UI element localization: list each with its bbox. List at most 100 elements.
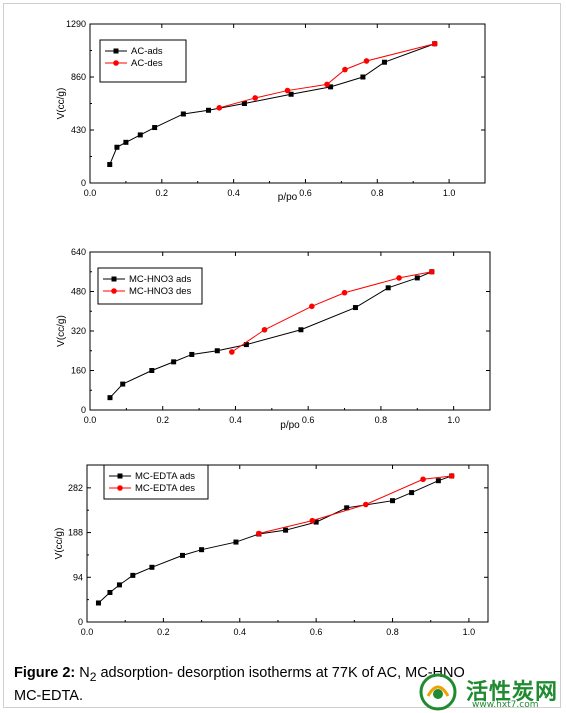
data-point	[261, 326, 268, 333]
x-axis-label: p/po	[280, 420, 300, 431]
data-point	[309, 303, 315, 310]
data-point	[179, 552, 185, 558]
legend-marker	[117, 485, 123, 491]
data-point	[130, 572, 136, 578]
legend-marker	[111, 276, 117, 282]
y-tick-label: 0	[81, 405, 86, 415]
watermark-text: 活性炭网	[466, 680, 559, 705]
y-tick-label: 0	[78, 617, 83, 627]
x-tick-label: 0.2	[156, 415, 169, 425]
data-point	[309, 517, 316, 524]
y-axis-label: V(cc/g)	[54, 528, 65, 560]
data-point	[241, 101, 247, 106]
data-point	[243, 342, 249, 348]
data-point	[390, 498, 396, 504]
data-point	[256, 530, 262, 537]
caption-line2: MC-EDTA.	[14, 687, 84, 704]
x-tick-label: 0.4	[229, 415, 242, 425]
data-point	[414, 275, 420, 281]
figure-frame	[3, 3, 561, 708]
data-point	[435, 478, 441, 484]
data-point	[214, 348, 220, 354]
x-tick-label: 0.4	[227, 188, 240, 198]
legend-box	[103, 464, 209, 500]
data-point	[114, 144, 120, 150]
data-point	[137, 132, 143, 138]
caption-label: Figure 2:	[14, 665, 76, 681]
y-tick-label: 0	[81, 178, 86, 188]
data-point	[116, 582, 122, 588]
x-tick-label: 0.6	[310, 627, 323, 637]
data-point	[342, 66, 348, 73]
legend-marker	[113, 48, 119, 54]
chart-mc-hno3: 0.0 0.2 0.4 0.6 0.8 1.0 0 160 320 480 640 p/po V(cc/…	[56, 247, 491, 431]
watermark-logo-icon	[419, 673, 457, 711]
x-tick-label: 0.0	[84, 415, 97, 425]
legend-label: MC-HNO3 ads	[129, 274, 192, 285]
data-point	[189, 351, 195, 357]
data-point	[149, 564, 155, 570]
chart-mc-edta: 0.0 0.2 0.4 0.6 0.8 1.0 0 94 188 282 V(cc/g) MC-EDT…	[54, 464, 489, 637]
legend-box	[97, 267, 203, 305]
data-point	[341, 289, 348, 296]
x-tick-label: 0.0	[81, 627, 94, 637]
x-tick-label: 0.8	[386, 627, 399, 637]
series-line	[219, 43, 435, 109]
x-tick-label: 1.0	[447, 415, 460, 425]
data-point	[381, 59, 387, 65]
data-point	[199, 547, 205, 553]
data-point	[431, 40, 438, 47]
data-point	[252, 95, 258, 101]
y-tick-label: 860	[71, 72, 86, 82]
legend-label: MC-EDTA des	[135, 483, 195, 494]
data-point	[152, 125, 158, 131]
data-point	[313, 519, 319, 525]
y-tick-label: 1290	[66, 19, 86, 29]
data-point	[216, 105, 223, 111]
y-tick-label: 188	[68, 528, 83, 538]
data-point	[206, 107, 211, 113]
data-point	[409, 490, 415, 496]
data-point	[171, 359, 177, 365]
x-tick-label: 0.2	[157, 627, 170, 637]
data-point	[107, 162, 113, 168]
y-axis-label: V(cc/g)	[56, 88, 67, 120]
legend-marker	[111, 288, 117, 294]
data-point	[283, 527, 289, 533]
y-tick-label: 430	[71, 125, 86, 135]
data-point	[396, 275, 402, 281]
data-point	[95, 600, 101, 606]
legend-label: MC-HNO3 des	[129, 286, 192, 297]
figure-caption: Figure 2: N2 adsorption- desorption isot…	[14, 664, 484, 706]
data-point	[229, 349, 235, 355]
legend-marker	[113, 60, 119, 66]
data-point	[429, 268, 435, 275]
data-point	[180, 111, 186, 117]
x-tick-label: 0.8	[371, 188, 384, 198]
data-point	[284, 87, 291, 94]
y-tick-label: 94	[73, 572, 83, 582]
data-point	[363, 58, 370, 64]
caption-n: N	[79, 665, 90, 681]
data-point	[420, 476, 426, 483]
chart-panel-ac: 0.0 0.2 0.4 0.6 0.8 1.0 0 430 860 1290 p/po V(cc/g)…	[0, 10, 566, 220]
caption-subscript: 2	[89, 669, 97, 684]
data-point	[298, 327, 304, 333]
x-tick-label: 0.0	[84, 188, 97, 198]
y-tick-label: 480	[71, 287, 86, 297]
x-axis-label: p/po	[278, 192, 298, 203]
series-line	[109, 271, 433, 398]
data-point	[288, 91, 294, 97]
series-line	[98, 475, 452, 604]
data-point	[324, 81, 330, 88]
chart-ac: 0.0 0.2 0.4 0.6 0.8 1.0 0 430 860 1290 p/po V(cc/g)…	[56, 19, 486, 203]
data-point	[120, 381, 126, 387]
data-point	[362, 501, 369, 508]
legend-label: AC-ads	[131, 46, 163, 57]
legend-marker	[117, 473, 123, 479]
data-point	[328, 84, 334, 90]
y-tick-label: 282	[68, 483, 83, 493]
x-tick-label: 1.0	[443, 188, 456, 198]
x-tick-label: 0.4	[234, 627, 247, 637]
data-point	[107, 395, 113, 401]
